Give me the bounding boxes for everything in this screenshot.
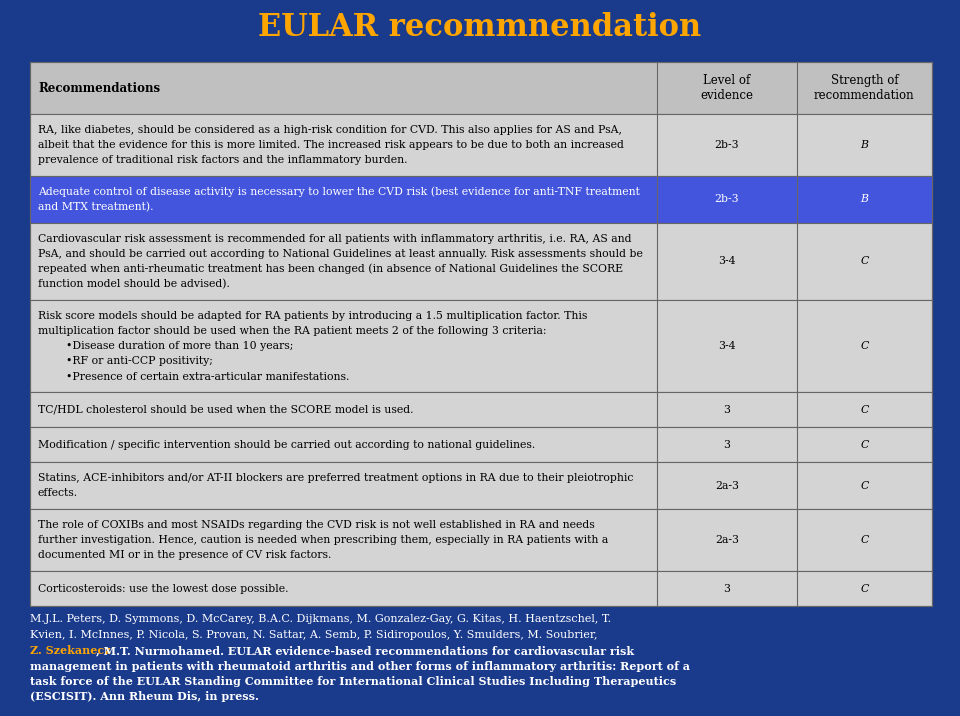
- Text: Recommendations: Recommendations: [38, 82, 160, 95]
- Bar: [30, 392, 932, 427]
- Text: C: C: [860, 405, 869, 415]
- Bar: [30, 176, 932, 223]
- Text: 2b-3: 2b-3: [714, 195, 739, 205]
- Bar: [30, 300, 932, 392]
- Text: M.J.L. Peters, D. Symmons, D. McCarey, B.A.C. Dijkmans, M. Gonzalez-Gay, G. Kita: M.J.L. Peters, D. Symmons, D. McCarey, B…: [30, 614, 612, 624]
- Bar: [30, 223, 932, 300]
- Bar: [30, 509, 932, 571]
- Text: prevalence of traditional risk factors and the inflammatory burden.: prevalence of traditional risk factors a…: [38, 155, 407, 165]
- Text: Modification / specific intervention should be carried out according to national: Modification / specific intervention sho…: [38, 440, 536, 450]
- Text: C: C: [860, 480, 869, 490]
- Bar: [30, 571, 932, 606]
- Text: 2a-3: 2a-3: [715, 480, 739, 490]
- Text: EULAR recommnendation: EULAR recommnendation: [258, 12, 702, 44]
- Text: B: B: [860, 195, 869, 205]
- Bar: [30, 463, 932, 509]
- Text: 2b-3: 2b-3: [714, 140, 739, 150]
- Text: (ESCISIT). Ann Rheum Dis, in press.: (ESCISIT). Ann Rheum Dis, in press.: [30, 692, 259, 702]
- Text: PsA, and should be carried out according to National Guidelines at least annuall: PsA, and should be carried out according…: [38, 249, 643, 259]
- Text: Strength of
recommendation: Strength of recommendation: [814, 74, 915, 102]
- Text: Kvien, I. McInnes, P. Nicola, S. Provan, N. Sattar, A. Semb, P. Sidiropoulos, Y.: Kvien, I. McInnes, P. Nicola, S. Provan,…: [30, 629, 597, 639]
- Text: C: C: [860, 584, 869, 594]
- Text: RA, like diabetes, should be considered as a high-risk condition for CVD. This a: RA, like diabetes, should be considered …: [38, 125, 622, 135]
- Text: B: B: [860, 140, 869, 150]
- Text: C: C: [860, 440, 869, 450]
- Text: Cardiovascular risk assessment is recommended for all patients with inflammatory: Cardiovascular risk assessment is recomm…: [38, 233, 632, 243]
- Text: management in patients with rheumatoid arthritis and other forms of inflammatory: management in patients with rheumatoid a…: [30, 660, 690, 672]
- Text: Level of
evidence: Level of evidence: [700, 74, 754, 102]
- Text: albeit that the evidence for this is more limited. The increased risk appears to: albeit that the evidence for this is mor…: [38, 140, 624, 150]
- Text: •Disease duration of more than 10 years;: •Disease duration of more than 10 years;: [38, 342, 294, 352]
- Text: 3: 3: [723, 584, 731, 594]
- Bar: [30, 427, 932, 463]
- Text: Adequate control of disease activity is necessary to lower the CVD risk (best ev: Adequate control of disease activity is …: [38, 187, 640, 197]
- Text: The role of COXIBs and most NSAIDs regarding the CVD risk is not well establishe: The role of COXIBs and most NSAIDs regar…: [38, 520, 595, 530]
- Text: C: C: [860, 256, 869, 266]
- Bar: [30, 62, 932, 114]
- Text: TC/HDL cholesterol should be used when the SCORE model is used.: TC/HDL cholesterol should be used when t…: [38, 405, 414, 415]
- Text: repeated when anti-rheumatic treatment has been changed (in absence of National : repeated when anti-rheumatic treatment h…: [38, 263, 623, 274]
- Text: Risk score models should be adapted for RA patients by introducing a 1.5 multipl: Risk score models should be adapted for …: [38, 311, 588, 321]
- Text: task force of the EULAR Standing Committee for International Clinical Studies In: task force of the EULAR Standing Committ…: [30, 676, 676, 687]
- Text: further investigation. Hence, caution is needed when prescribing them, especiall: further investigation. Hence, caution is…: [38, 535, 609, 545]
- Text: 3: 3: [723, 405, 731, 415]
- Text: effects.: effects.: [38, 488, 78, 498]
- Text: , M.T. Nurmohamed. EULAR evidence-based recommendations for cardiovascular risk: , M.T. Nurmohamed. EULAR evidence-based …: [96, 645, 635, 656]
- Text: 3-4: 3-4: [718, 342, 735, 352]
- Text: function model should be advised).: function model should be advised).: [38, 279, 229, 289]
- Text: and MTX treatment).: and MTX treatment).: [38, 202, 154, 212]
- Text: Statins, ACE-inhibitors and/or AT-II blockers are preferred treatment options in: Statins, ACE-inhibitors and/or AT-II blo…: [38, 473, 634, 483]
- Text: multiplication factor should be used when the RA patient meets 2 of the followin: multiplication factor should be used whe…: [38, 326, 546, 336]
- Text: C: C: [860, 535, 869, 545]
- Text: •RF or anti-CCP positivity;: •RF or anti-CCP positivity;: [38, 357, 213, 367]
- Text: documented MI or in the presence of CV risk factors.: documented MI or in the presence of CV r…: [38, 550, 331, 560]
- Text: C: C: [860, 342, 869, 352]
- Bar: [30, 114, 932, 176]
- Text: 3: 3: [723, 440, 731, 450]
- Text: Corticosteroids: use the lowest dose possible.: Corticosteroids: use the lowest dose pos…: [38, 584, 289, 594]
- Text: Z. Szekanecz: Z. Szekanecz: [30, 645, 110, 656]
- Text: •Presence of certain extra-articular manifestations.: •Presence of certain extra-articular man…: [38, 372, 349, 382]
- Text: 2a-3: 2a-3: [715, 535, 739, 545]
- Text: 3-4: 3-4: [718, 256, 735, 266]
